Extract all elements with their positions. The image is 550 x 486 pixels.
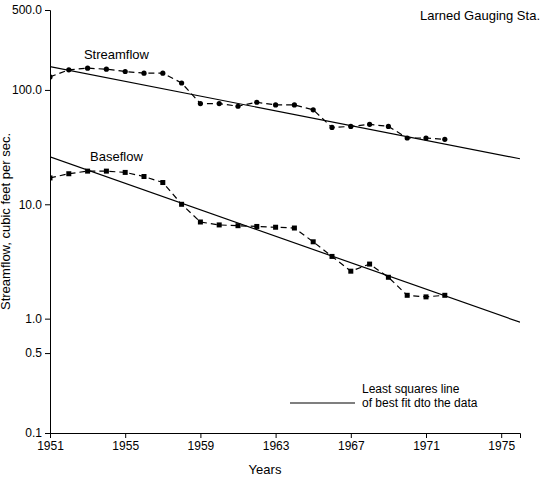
series-marker	[66, 171, 71, 176]
y-tick-label: 500.0	[12, 3, 42, 17]
x-tick-label: 1955	[112, 439, 139, 453]
series-marker	[50, 175, 53, 180]
legend-swatch	[290, 402, 355, 403]
series-marker	[311, 107, 316, 112]
series-marker	[442, 137, 447, 142]
series-marker	[273, 225, 278, 230]
x-tick-mark	[426, 433, 427, 438]
x-axis-line	[51, 434, 521, 439]
legend-label-line: Least squares line	[362, 382, 460, 396]
x-tick-mark	[351, 433, 352, 438]
y-axis: 0.1 0.5 1.0 10.0 100.0 500.0	[12, 3, 51, 440]
series-marker	[329, 125, 334, 130]
series-label: Baseflow	[90, 149, 143, 164]
y-tick: 0.1	[25, 426, 50, 440]
x-tick-label: 1967	[338, 439, 365, 453]
series-line	[50, 68, 445, 139]
series-marker	[50, 74, 53, 79]
series-marker	[254, 224, 259, 229]
series-marker	[123, 69, 128, 74]
x-tick: 1955	[112, 433, 139, 453]
series-marker	[217, 222, 222, 227]
series-marker	[160, 71, 165, 76]
series-marker	[85, 66, 90, 71]
series-marker	[104, 67, 109, 72]
chart: 1951 1955 1959 1963 1967 1971 1975 0.1 0.5 1.0 10.…	[0, 0, 550, 486]
series-marker	[367, 122, 372, 127]
series-line	[50, 157, 520, 322]
y-tick-mark	[45, 319, 50, 320]
series-marker	[367, 262, 372, 267]
series-label: Streamflow	[84, 47, 150, 62]
series-marker	[424, 294, 429, 299]
y-tick-mark	[45, 353, 50, 354]
x-tick: 1975	[488, 433, 515, 453]
series-marker	[198, 101, 203, 106]
y-axis-title: Streamflow, cubic feet per sec.	[0, 133, 13, 310]
series-marker	[254, 100, 259, 105]
x-tick: 1971	[413, 433, 440, 453]
series-marker	[104, 169, 109, 174]
y-tick-mark	[45, 10, 50, 11]
y-tick-label: 10.0	[19, 198, 43, 212]
series-marker	[292, 226, 297, 231]
y-tick-label: 0.5	[25, 346, 42, 360]
y-tick-mark	[45, 433, 50, 434]
y-tick: 500.0	[12, 3, 50, 17]
y-tick: 0.5	[25, 346, 50, 360]
x-tick: 1963	[263, 433, 290, 453]
legend: Least squares lineof best fit dto the da…	[290, 382, 478, 410]
series-marker	[198, 220, 203, 225]
series-marker	[405, 293, 410, 298]
y-tick-mark	[45, 204, 50, 205]
series-marker	[179, 80, 184, 85]
series-marker	[292, 102, 297, 107]
x-axis: 1951 1955 1959 1963 1967 1971 1975	[37, 433, 520, 453]
series-marker	[142, 174, 147, 179]
x-tick-mark	[125, 433, 126, 438]
x-tick-mark	[200, 433, 201, 438]
x-tick-label: 1975	[488, 439, 515, 453]
y-tick-label: 0.1	[25, 426, 42, 440]
legend-label-line: of best fit dto the data	[362, 396, 478, 410]
series-marker	[160, 180, 165, 185]
x-tick-mark	[276, 433, 277, 438]
y-axis-line	[45, 11, 51, 434]
series-marker	[217, 101, 222, 106]
y-tick: 10.0	[19, 198, 50, 212]
x-tick: 1959	[188, 433, 215, 453]
series-line	[50, 171, 445, 297]
series-marker	[386, 124, 391, 129]
y-tick-label: 1.0	[25, 312, 42, 326]
legend-label: Least squares lineof best fit dto the da…	[362, 382, 478, 410]
series-marker	[348, 269, 353, 274]
x-tick-label: 1959	[188, 439, 215, 453]
series-marker	[311, 239, 316, 244]
x-axis-title: Years	[249, 462, 282, 477]
chart-title: Larned Gauging Sta.	[420, 8, 540, 23]
y-tick: 1.0	[25, 312, 50, 326]
x-tick-label: 1951	[37, 439, 64, 453]
series-line	[50, 67, 520, 159]
series-marker	[141, 71, 146, 76]
plot-area	[50, 66, 520, 323]
series-marker	[123, 170, 128, 175]
y-tick-label: 100.0	[12, 83, 42, 97]
y-tick: 100.0	[12, 83, 50, 97]
x-tick-mark	[501, 433, 502, 438]
series-marker	[273, 102, 278, 107]
y-tick-mark	[45, 90, 50, 91]
x-tick-label: 1963	[263, 439, 290, 453]
x-tick-label: 1971	[413, 439, 440, 453]
x-tick: 1967	[338, 433, 365, 453]
